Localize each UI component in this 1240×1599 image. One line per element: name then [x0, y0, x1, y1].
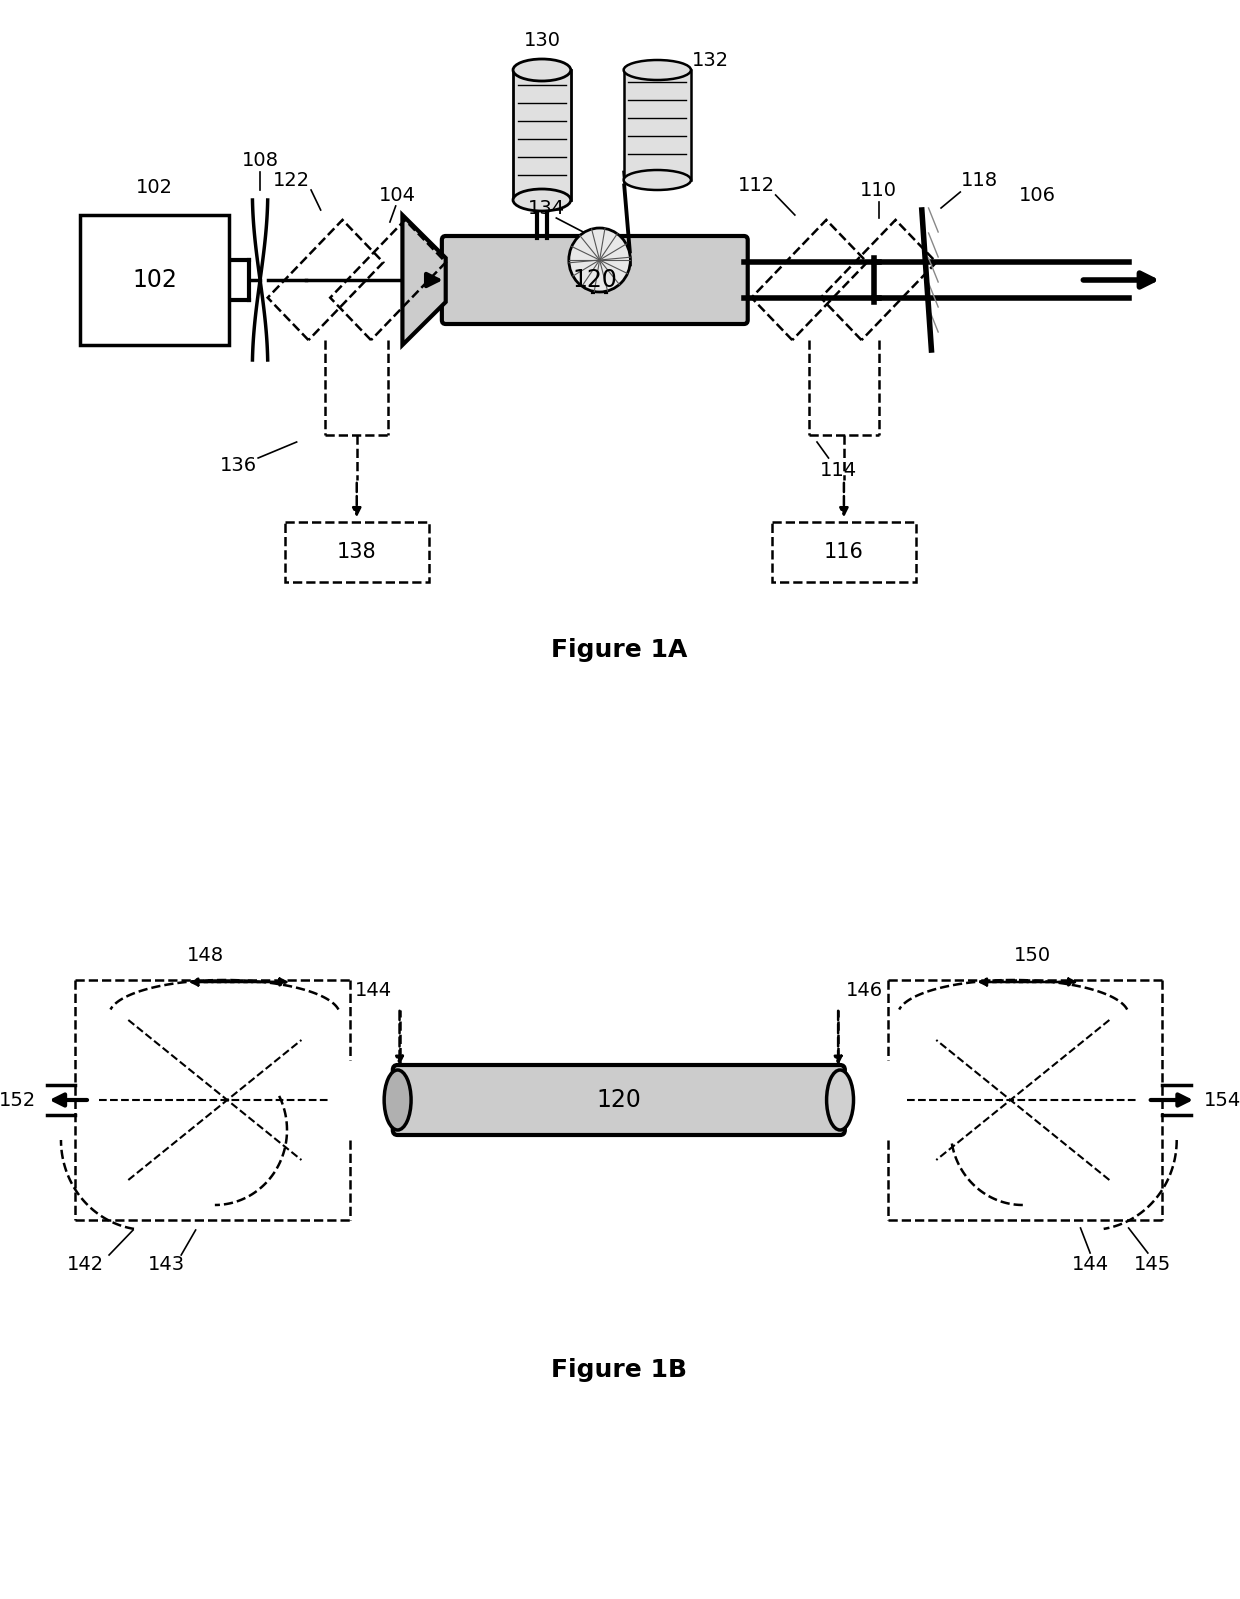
Ellipse shape: [624, 61, 691, 80]
Text: 152: 152: [0, 1091, 36, 1110]
Text: 136: 136: [221, 456, 258, 475]
Text: 146: 146: [846, 980, 883, 999]
Text: 142: 142: [67, 1255, 104, 1274]
Text: 104: 104: [379, 185, 417, 205]
Text: 116: 116: [823, 542, 864, 561]
Bar: [624, 70, 691, 181]
Text: 120: 120: [596, 1087, 641, 1111]
Text: 138: 138: [337, 542, 377, 561]
Bar: [771, 521, 916, 582]
Text: 120: 120: [573, 269, 618, 293]
Text: 102: 102: [136, 177, 174, 197]
Text: 144: 144: [355, 980, 392, 999]
Ellipse shape: [827, 1070, 853, 1130]
Ellipse shape: [384, 1070, 412, 1130]
Ellipse shape: [513, 59, 570, 82]
FancyBboxPatch shape: [393, 1065, 844, 1135]
Text: 118: 118: [961, 171, 998, 190]
Text: Figure 1A: Figure 1A: [551, 638, 687, 662]
Polygon shape: [403, 214, 445, 345]
Bar: [513, 70, 570, 200]
Circle shape: [569, 229, 630, 293]
Text: 122: 122: [273, 171, 310, 190]
Text: 114: 114: [820, 461, 857, 480]
Text: Figure 1B: Figure 1B: [551, 1358, 687, 1382]
Text: 144: 144: [1071, 1255, 1109, 1274]
Text: 143: 143: [149, 1255, 185, 1274]
Text: 110: 110: [861, 181, 897, 200]
Ellipse shape: [624, 169, 691, 190]
Bar: [285, 521, 429, 582]
Text: 132: 132: [692, 51, 729, 69]
Text: 150: 150: [1014, 945, 1052, 964]
Text: 102: 102: [133, 269, 177, 293]
Text: 145: 145: [1135, 1255, 1172, 1274]
Text: 112: 112: [738, 176, 775, 195]
Text: 134: 134: [528, 198, 565, 217]
Text: 106: 106: [1019, 185, 1055, 205]
Bar: [81, 214, 229, 345]
Text: 154: 154: [1204, 1091, 1240, 1110]
Text: 130: 130: [523, 30, 560, 50]
Text: 148: 148: [187, 945, 223, 964]
Ellipse shape: [513, 189, 570, 211]
Text: 108: 108: [242, 150, 279, 169]
FancyBboxPatch shape: [441, 237, 748, 325]
